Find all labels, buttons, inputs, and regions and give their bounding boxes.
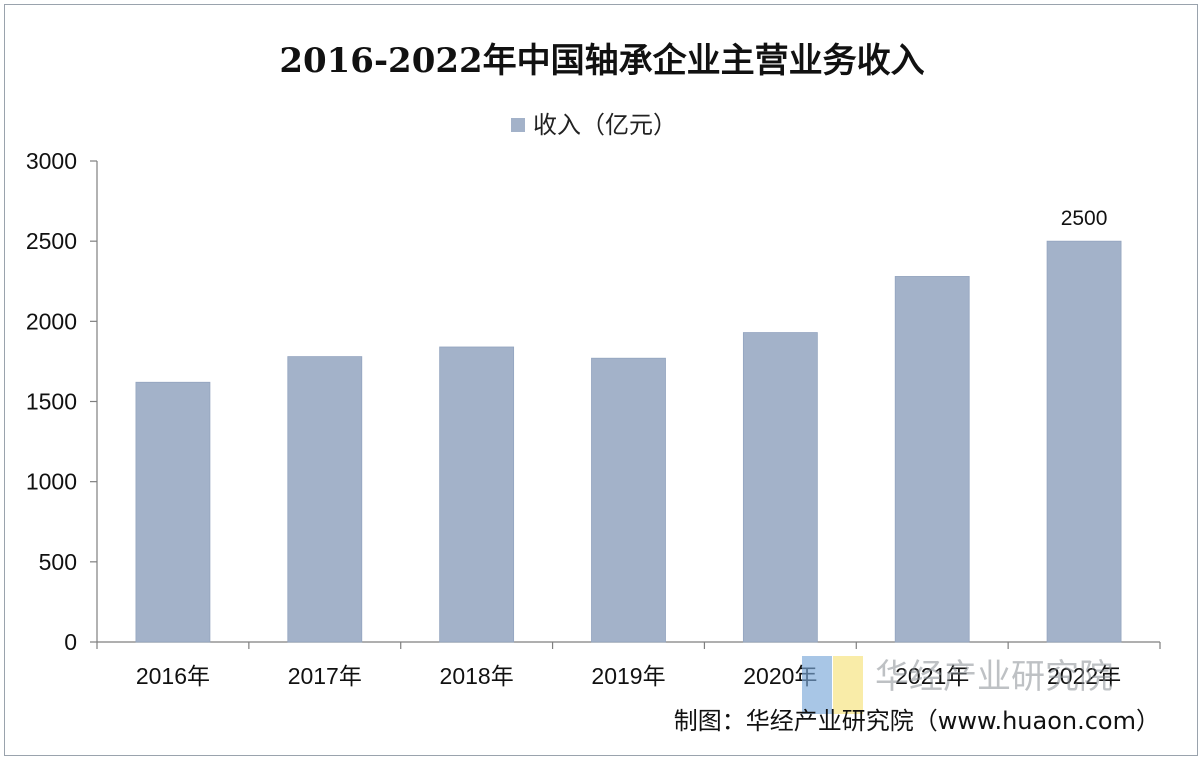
- x-tick-label: 2018年: [440, 663, 514, 689]
- legend-swatch: [511, 118, 525, 132]
- y-tick-label: 1500: [26, 389, 77, 415]
- chart-title: 2016-2022年中国轴承企业主营业务收入: [279, 41, 924, 81]
- bars: [135, 240, 1122, 643]
- bar-2021年: [894, 276, 970, 643]
- watermark-text: 华经产业研究院: [875, 657, 1113, 697]
- x-tick-label: 2017年: [288, 663, 362, 689]
- y-tick-label: 2500: [26, 228, 77, 254]
- axes: 0 500 1000 1500 2000 2500 3000: [26, 148, 1161, 655]
- x-tick-label: 2016年: [136, 663, 210, 689]
- data-label: 2500: [1061, 207, 1108, 230]
- bar-2016年: [135, 381, 211, 643]
- y-tick-label: 3000: [26, 148, 77, 174]
- source-credit: 制图：华经产业研究院（www.huaon.com）: [674, 707, 1160, 735]
- y-tick-label: 1000: [26, 469, 77, 495]
- y-tick-label: 2000: [26, 308, 77, 334]
- y-tick-label: 0: [64, 629, 77, 655]
- legend: 收入（亿元）: [511, 111, 677, 139]
- watermark-logo-yellow: [833, 656, 863, 714]
- x-tick-label: 2022年: [1047, 663, 1121, 689]
- y-tick-label: 500: [39, 549, 77, 575]
- bar-2019年: [591, 357, 666, 643]
- x-tick-label: 2019年: [591, 663, 665, 689]
- bar-2018年: [439, 346, 515, 643]
- bar-2020年: [742, 332, 818, 643]
- bar-2022年: [1046, 240, 1122, 643]
- legend-label: 收入（亿元）: [533, 111, 677, 139]
- watermark-logo-blue: [802, 656, 832, 714]
- bar-2017年: [287, 356, 363, 643]
- watermark: 华经产业研究院: [802, 656, 1113, 714]
- x-tick-label: 2021年: [895, 663, 969, 689]
